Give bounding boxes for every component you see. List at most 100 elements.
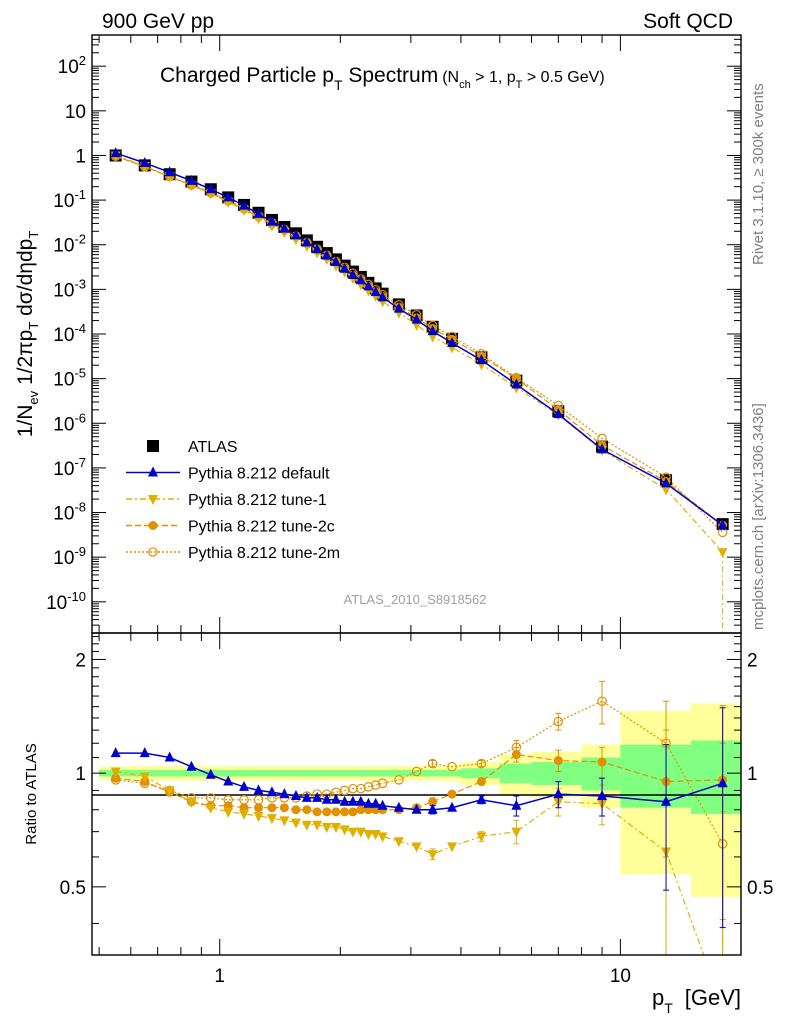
ratio-point xyxy=(267,803,277,813)
main-point xyxy=(279,222,290,233)
main-point xyxy=(511,378,522,389)
main-point xyxy=(205,183,216,194)
band-stat-segment xyxy=(157,769,182,777)
y-axis-label: 1/Nev 1/2πpT dσ/dηdpT xyxy=(14,231,41,438)
ratio-point xyxy=(290,818,301,829)
ratio-point xyxy=(347,795,358,806)
ratio-point xyxy=(253,812,264,823)
legend-marker xyxy=(148,495,158,505)
band-stat-segment xyxy=(312,769,323,777)
ratio-point xyxy=(661,795,672,806)
band-stat-segment xyxy=(442,769,462,777)
ratio-point xyxy=(110,747,121,758)
ratio-point xyxy=(223,775,234,786)
ratio-point xyxy=(393,801,404,812)
legend-item: ATLAS xyxy=(147,439,238,456)
ratio-point xyxy=(447,842,458,853)
main-y-tick-label: 1 xyxy=(75,146,86,167)
ratio-point xyxy=(447,801,458,812)
legend-label: Pythia 8.212 default xyxy=(188,466,330,483)
ratio-point xyxy=(355,795,366,806)
ratio-point xyxy=(322,807,332,817)
band-stat-segment xyxy=(236,769,253,777)
ratio-x-tick-label: 1 xyxy=(214,966,225,987)
legend-label: Pythia 8.212 tune-1 xyxy=(188,492,327,509)
ratio-point xyxy=(447,761,457,772)
ratio-point xyxy=(393,837,404,848)
main-point xyxy=(597,443,608,454)
band-stat-segment xyxy=(379,769,387,777)
ratio-series-line xyxy=(115,700,724,845)
band-stat-segment xyxy=(278,769,291,777)
ratio-point xyxy=(377,778,388,789)
band-stat-segment xyxy=(290,769,303,777)
ratio-point xyxy=(330,823,341,834)
band-stat-segment xyxy=(321,769,333,777)
legend-label: Pythia 8.212 tune-2m xyxy=(188,545,340,562)
ratio-point xyxy=(363,782,374,792)
main-point xyxy=(312,243,323,254)
main-point xyxy=(253,207,264,218)
main-point xyxy=(476,354,487,365)
band-stat-segment xyxy=(410,769,423,777)
ratio-point xyxy=(411,766,422,777)
rivet-version-label: Rivet 3.1.10, ≥ 300k events xyxy=(750,83,767,265)
ratio-point xyxy=(301,791,312,802)
ratio-series-pythia-8-212-tune-1 xyxy=(110,767,726,955)
ratio-panel: 0.5 0.5 1 1 2 2 1 10 Ratio to ATLAS pT [GeV] xyxy=(23,632,773,1016)
ratio-point xyxy=(427,803,438,814)
band-stat-segment xyxy=(356,769,366,777)
main-point xyxy=(266,215,277,226)
ratio-point xyxy=(254,803,264,813)
ratio-point xyxy=(476,793,487,804)
ratio-point xyxy=(321,823,332,834)
band-stat-segment xyxy=(331,769,341,777)
ratio-y-tick-label-left: 2 xyxy=(75,650,86,671)
ratio-point xyxy=(427,850,438,861)
main-y-tick-label: 10-7 xyxy=(53,455,86,480)
ratio-point xyxy=(290,789,301,800)
ratio-point xyxy=(239,780,250,791)
main-point xyxy=(355,274,366,285)
legend-marker xyxy=(148,547,158,557)
main-y-tick-label: 102 xyxy=(58,53,86,78)
main-point xyxy=(347,268,358,279)
main-y-tick-label: 10-6 xyxy=(53,410,86,435)
main-point xyxy=(321,249,332,260)
ratio-point xyxy=(347,827,358,838)
ratio-point xyxy=(279,816,290,827)
ratio-point xyxy=(266,786,277,797)
ratio-y-tick-label-left: 0.5 xyxy=(60,878,86,899)
main-point xyxy=(553,408,564,419)
main-y-tick-label: 10-9 xyxy=(53,544,86,569)
legend-item: Pythia 8.212 tune-1 xyxy=(126,492,327,509)
ratio-point xyxy=(427,758,438,769)
main-point xyxy=(164,166,175,177)
ratio-point xyxy=(186,797,197,808)
chart-title: Charged Particle pT Spectrum (Nch > 1, pT… xyxy=(160,64,605,93)
main-series-layer xyxy=(109,147,729,633)
band-stat-segment xyxy=(265,769,279,777)
band-stat-segment xyxy=(348,769,358,777)
ratio-point xyxy=(301,820,312,831)
ratio-point xyxy=(164,786,175,797)
ratio-point xyxy=(476,777,486,787)
ratio-point xyxy=(356,805,366,815)
main-point xyxy=(377,291,388,302)
ratio-point xyxy=(355,827,366,838)
band-stat-segment xyxy=(422,769,444,777)
band-stat-segment xyxy=(301,769,313,777)
ratio-point xyxy=(205,768,216,779)
band-stat-segment xyxy=(531,762,583,786)
main-point xyxy=(290,229,301,240)
main-point xyxy=(661,485,672,496)
main-point xyxy=(110,147,121,158)
ratio-point xyxy=(330,793,341,804)
ratio-point xyxy=(111,773,121,783)
main-point xyxy=(330,256,341,267)
legend-item: Pythia 8.212 tune-2m xyxy=(126,545,340,562)
ratio-point xyxy=(348,807,358,817)
ratio-point xyxy=(266,814,277,825)
main-point xyxy=(427,325,438,336)
ratio-point xyxy=(411,842,422,853)
